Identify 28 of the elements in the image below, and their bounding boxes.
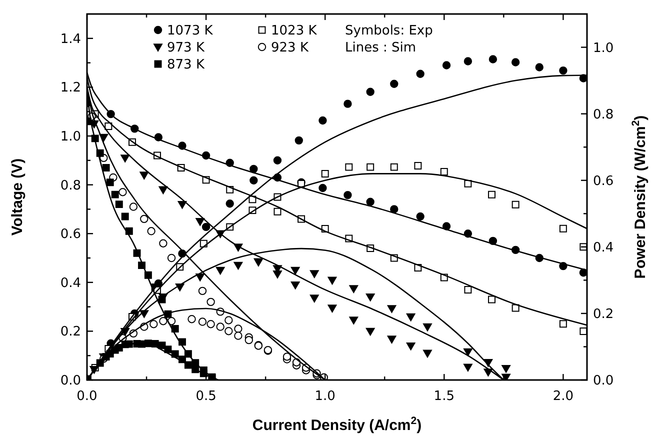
y-tick-label: 0.4 (60, 276, 81, 291)
y2-tick-label: 0.8 (593, 107, 614, 122)
legend-label: 973 K (167, 40, 205, 56)
legend-label: 1023 K (271, 24, 318, 38)
x-tick-label: 1.5 (434, 389, 454, 404)
annotation: Symbols: Exp (345, 24, 433, 38)
y2-tick-label: 0.4 (593, 240, 614, 256)
y-tick-label: 1.2 (60, 80, 81, 96)
y2-tick-label: 1.0 (593, 40, 614, 56)
y2-tick-label: 0.0 (593, 374, 614, 388)
y2-tick-label: 0.2 (593, 306, 614, 322)
y-tick-label: 0.6 (60, 227, 81, 242)
y2-tick-label: 0.6 (593, 174, 614, 189)
y-axis-title: Voltage (V) (9, 158, 26, 236)
y-tick-label: 0.8 (60, 178, 81, 194)
y-tick-label: 0.2 (60, 324, 81, 340)
legend-label: 873 K (167, 58, 205, 72)
x-tick-label: 0.0 (76, 389, 98, 404)
x-tick-label: 2.0 (552, 389, 574, 404)
annotation: Lines : Sim (345, 40, 416, 56)
legend-label: 923 K (271, 40, 309, 56)
y-tick-label: 1.0 (60, 130, 81, 144)
x-tick-label: 1.0 (314, 389, 336, 404)
y-tick-label: 0.0 (60, 374, 81, 388)
x-axis-title: Current Density (A/cm$^{2}$) (252, 415, 422, 434)
y-tick-label: 1.4 (60, 32, 81, 47)
x-tick-label: 0.5 (196, 389, 216, 404)
legend-label: 1073 K (167, 24, 214, 38)
